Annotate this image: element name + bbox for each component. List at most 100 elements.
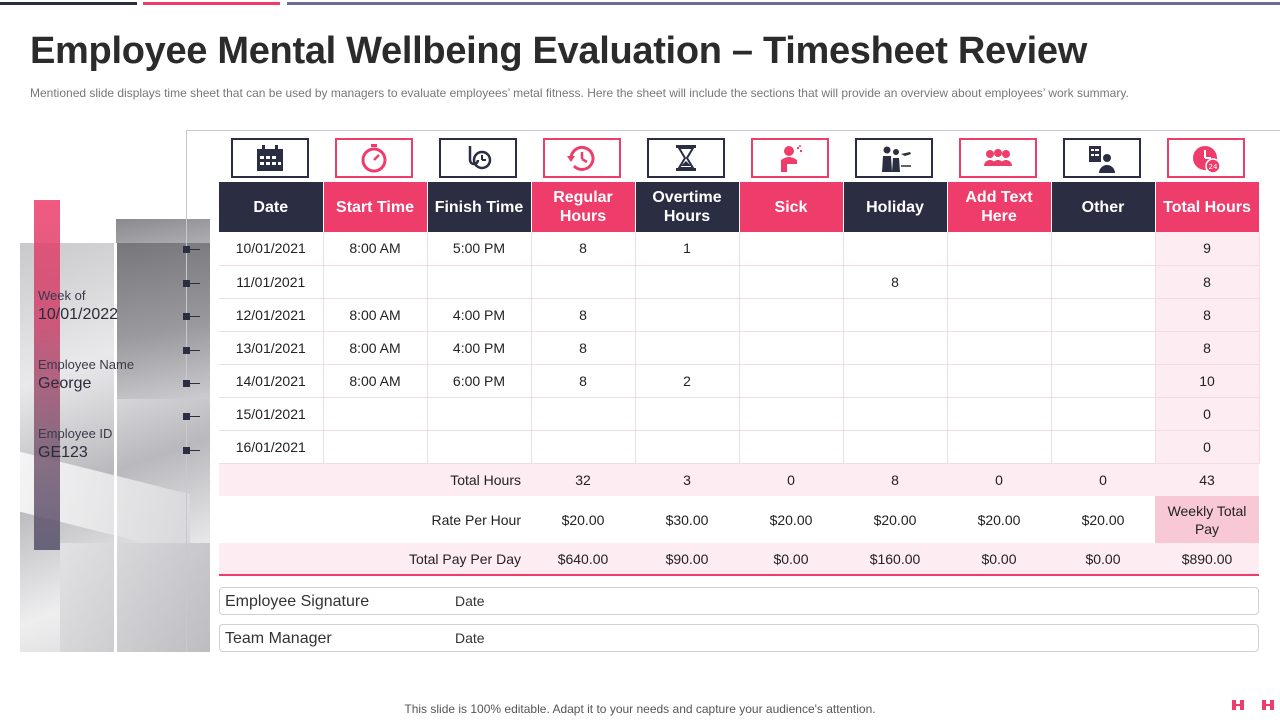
table-cell (739, 298, 844, 332)
employee-signature-field[interactable]: Employee Signature Date (219, 587, 1259, 615)
table-cell: 0 (1155, 397, 1260, 431)
table-cell (531, 397, 636, 431)
timeline-tick (190, 350, 200, 351)
accent-bar (34, 200, 60, 550)
pay-value: $90.00 (635, 543, 739, 576)
table-cell (843, 430, 948, 464)
table-row: 16/01/2021 0 (219, 430, 1260, 464)
table-cell: 12/01/2021 (219, 298, 324, 332)
column-header: Total Hours (1155, 182, 1260, 232)
table-cell (947, 430, 1052, 464)
table-cell: 10 (1155, 364, 1260, 398)
page-title: Employee Mental Wellbeing Evaluation – T… (30, 30, 1087, 72)
footer-note: This slide is 100% editable. Adapt it to… (404, 702, 876, 716)
timeline-tick (190, 249, 200, 250)
table-cell (635, 397, 740, 431)
table-cell: 8:00 AM (323, 331, 428, 365)
table-cell (947, 397, 1052, 431)
column-header: Sick (739, 182, 844, 232)
pay-value: $890.00 (1155, 543, 1259, 576)
table-cell (427, 430, 532, 464)
table-cell: 8 (531, 331, 636, 365)
team-manager-field[interactable]: Team Manager Date (219, 624, 1259, 652)
table-row: 11/01/2021 8 8 (219, 265, 1260, 299)
table-cell: 10/01/2021 (219, 232, 324, 266)
stopwatch-icon-box (335, 138, 413, 178)
timeline-dot (183, 447, 190, 454)
total-hours-value: 0 (739, 463, 843, 496)
timeline-dot (183, 246, 190, 253)
svg-text:24: 24 (1209, 163, 1218, 171)
table-cell (1051, 232, 1156, 266)
group-icon-box (959, 138, 1037, 178)
top-accent-bar (287, 2, 1280, 5)
table-cell (635, 430, 740, 464)
timeline-tick (190, 316, 200, 317)
timesheet-table: Date Start Time Finish Time Regular Hours Ov… (219, 182, 1260, 576)
hourglass-icon-box (647, 138, 725, 178)
column-header: Add Text Here (947, 182, 1052, 232)
staff-icon-box (1063, 138, 1141, 178)
divider (186, 130, 187, 652)
clock-hand-icon (468, 146, 492, 170)
column-header: Holiday (843, 182, 948, 232)
total-hours-value: 0 (1051, 463, 1155, 496)
table-cell (739, 265, 844, 299)
timeline-dot (183, 347, 190, 354)
table-cell: 1 (635, 232, 740, 266)
signature-label: Team Manager (225, 630, 332, 647)
table-cell: 2 (635, 364, 740, 398)
table-cell: 4:00 PM (427, 298, 532, 332)
table-cell (739, 331, 844, 365)
column-header: Date (219, 182, 324, 232)
table-cell (635, 265, 740, 299)
total-hours-label: Total Hours (219, 463, 531, 496)
table-cell (947, 265, 1052, 299)
logo-icon (1232, 700, 1244, 710)
table-cell (1051, 298, 1156, 332)
pay-value: $160.00 (843, 543, 947, 576)
table-cell (323, 430, 428, 464)
column-header: Start Time (323, 182, 428, 232)
sneezing-person-icon-box (751, 138, 829, 178)
timeline-tick (190, 383, 200, 384)
timeline-dot (183, 313, 190, 320)
rate-per-hour-row: Rate Per Hour $20.00 $30.00 $20.00 $20.00 $20… (219, 496, 1259, 543)
table-cell: 13/01/2021 (219, 331, 324, 365)
table-cell: 8 (1155, 265, 1260, 299)
info-value: George (38, 375, 92, 392)
column-header: Other (1051, 182, 1156, 232)
signature-label: Employee Signature (225, 593, 370, 610)
timeline-tick (190, 450, 200, 451)
table-cell (739, 364, 844, 398)
table-cell: 8 (531, 232, 636, 266)
clock-24-icon: 24 (1193, 146, 1221, 174)
total-hours-value: 8 (843, 463, 947, 496)
clock-24-icon-box: 24 (1167, 138, 1245, 178)
calendar-icon-box (231, 138, 309, 178)
table-cell (531, 430, 636, 464)
employee-id-info: Employee ID GE123 (38, 426, 112, 462)
total-pay-label: Total Pay Per Day (219, 543, 531, 576)
table-cell: 8:00 AM (323, 298, 428, 332)
table-cell: 0 (1155, 430, 1260, 464)
rate-per-hour-label: Rate Per Hour (219, 496, 531, 543)
travel-icon-box (855, 138, 933, 178)
timeline-dot (183, 380, 190, 387)
sneezing-person-icon (781, 145, 803, 172)
table-cell (427, 265, 532, 299)
office-photo (116, 219, 210, 245)
column-header: Finish Time (427, 182, 532, 232)
total-pay-row: Total Pay Per Day $640.00 $90.00 $0.00 $160.… (219, 543, 1259, 576)
table-cell: 16/01/2021 (219, 430, 324, 464)
total-hours-value: 0 (947, 463, 1051, 496)
table-row: 13/01/2021 8:00 AM 4:00 PM 8 8 (219, 331, 1260, 365)
table-row: 15/01/2021 0 (219, 397, 1260, 431)
table-cell: 8:00 AM (323, 232, 428, 266)
pay-value: $640.00 (531, 543, 635, 576)
travel-icon (882, 146, 911, 172)
column-header: Regular Hours (531, 182, 636, 232)
employee-name-info: Employee Name George (38, 357, 134, 393)
table-cell (1051, 331, 1156, 365)
table-cell: 6:00 PM (427, 364, 532, 398)
